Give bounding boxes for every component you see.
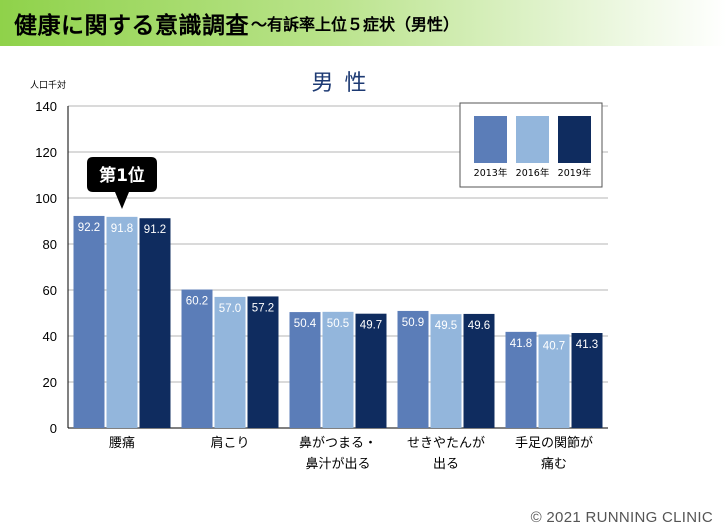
bar bbox=[181, 289, 213, 428]
x-tick-label: せきやたんが bbox=[407, 436, 485, 451]
bar bbox=[106, 216, 138, 428]
y-tick-label: 140 bbox=[35, 99, 57, 114]
bar bbox=[571, 333, 603, 428]
bar-chart: 男 性 人口千対 0 20 40 60 80 100 120 140 92.2 91.8 91.2 腰痛 6… bbox=[30, 71, 608, 472]
y-tick-label: 0 bbox=[50, 421, 57, 436]
bar bbox=[214, 296, 246, 428]
copyright-text: © 2021 RUNNING CLINIC bbox=[530, 509, 713, 526]
bar-value-label: 92.2 bbox=[78, 222, 100, 234]
bar bbox=[355, 313, 387, 428]
bar-value-label: 49.7 bbox=[360, 320, 382, 332]
y-tick-label: 60 bbox=[43, 283, 57, 298]
bar-value-label: 40.7 bbox=[543, 340, 565, 352]
x-tick-label: 痛む bbox=[541, 456, 567, 472]
y-axis-label: 人口千対 bbox=[30, 79, 66, 91]
first-place-callout bbox=[87, 157, 157, 209]
bar-value-label: 60.2 bbox=[186, 296, 208, 308]
legend-swatch bbox=[516, 116, 549, 163]
legend-swatch bbox=[558, 116, 591, 163]
bar bbox=[397, 310, 429, 428]
y-tick-label: 80 bbox=[43, 237, 57, 252]
x-tick-label: 腰痛 bbox=[109, 435, 135, 451]
bar bbox=[463, 313, 495, 428]
bar-value-label: 50.5 bbox=[327, 318, 349, 330]
y-tick-label: 120 bbox=[35, 145, 57, 160]
legend-label: 2013年 bbox=[474, 167, 508, 179]
bar bbox=[139, 218, 171, 428]
x-tick-label: 鼻がつまる・ bbox=[299, 435, 377, 451]
y-tick-label: 40 bbox=[43, 329, 57, 344]
legend-label: 2016年 bbox=[516, 167, 550, 179]
page-title: 健康に関する意識調査 bbox=[14, 13, 249, 39]
bar-value-label: 49.5 bbox=[435, 320, 457, 332]
y-tick-label: 100 bbox=[35, 191, 57, 206]
bar-value-label: 91.8 bbox=[111, 223, 133, 235]
bar bbox=[538, 334, 570, 428]
bar-value-label: 49.6 bbox=[468, 320, 490, 332]
bar-value-label: 50.9 bbox=[402, 317, 424, 329]
bar-value-label: 57.0 bbox=[219, 303, 241, 315]
chart-title: 男 性 bbox=[312, 71, 369, 96]
x-tick-label: 鼻汁が出る bbox=[305, 456, 370, 472]
legend-swatch bbox=[474, 116, 507, 163]
y-tick-label: 20 bbox=[43, 375, 57, 390]
legend-label: 2019年 bbox=[558, 167, 592, 179]
x-tick-label: 肩こり bbox=[210, 435, 249, 451]
bar-value-label: 41.8 bbox=[510, 338, 532, 350]
bar bbox=[430, 314, 462, 428]
bar bbox=[289, 312, 321, 428]
x-tick-label: 手足の関節が bbox=[515, 436, 593, 451]
bar-value-label: 91.2 bbox=[144, 224, 166, 236]
title-bar: 健康に関する意識調査 ～有訴率上位５症状（男性） bbox=[0, 0, 727, 46]
bar bbox=[505, 331, 537, 428]
bar-value-label: 57.2 bbox=[252, 302, 274, 314]
page-subtitle: ～有訴率上位５症状（男性） bbox=[251, 15, 460, 34]
bar-value-label: 41.3 bbox=[576, 339, 598, 351]
bar bbox=[247, 296, 279, 428]
bar bbox=[322, 311, 354, 428]
callout-label: 第1位 bbox=[99, 165, 145, 186]
x-tick-label: 出る bbox=[433, 457, 459, 472]
bar-value-label: 50.4 bbox=[294, 318, 317, 330]
bar bbox=[73, 215, 105, 428]
